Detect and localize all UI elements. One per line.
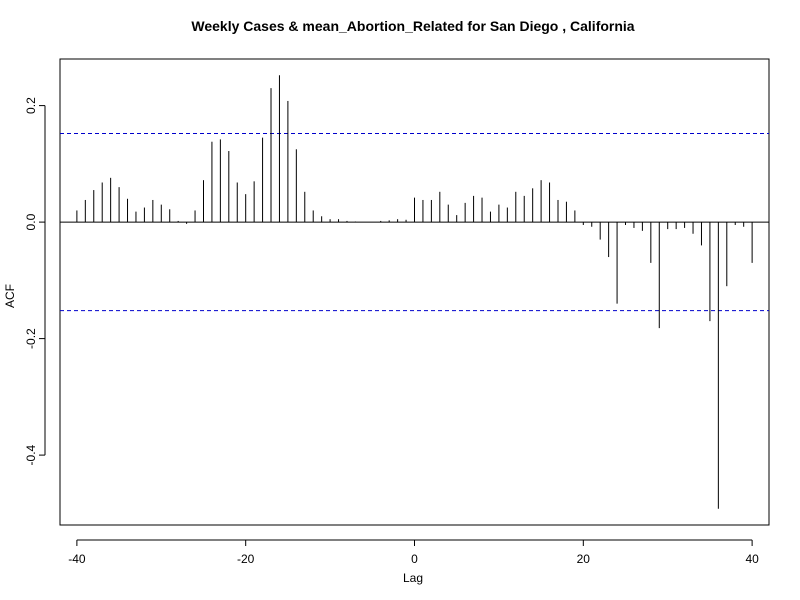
y-tick-label: 0.0 [24, 213, 38, 230]
x-axis-label: Lag [403, 571, 423, 585]
y-tick-label: -0.4 [24, 444, 38, 465]
x-tick-label: 40 [745, 552, 759, 566]
x-tick-label: -40 [68, 552, 86, 566]
x-tick-label: 0 [411, 552, 418, 566]
plot-layer: -40 -20 0 20 40 -0.4 -0.2 0.0 0.2 [24, 75, 769, 566]
x-tick-label: 20 [577, 552, 591, 566]
x-tick-label: -20 [237, 552, 255, 566]
y-axis-label: ACF [3, 284, 17, 308]
y-tick-label: -0.2 [24, 328, 38, 349]
plot-frame [59, 58, 770, 526]
y-tick-label: 0.2 [24, 97, 38, 114]
chart-title: Weekly Cases & mean_Abortion_Related for… [191, 18, 634, 34]
